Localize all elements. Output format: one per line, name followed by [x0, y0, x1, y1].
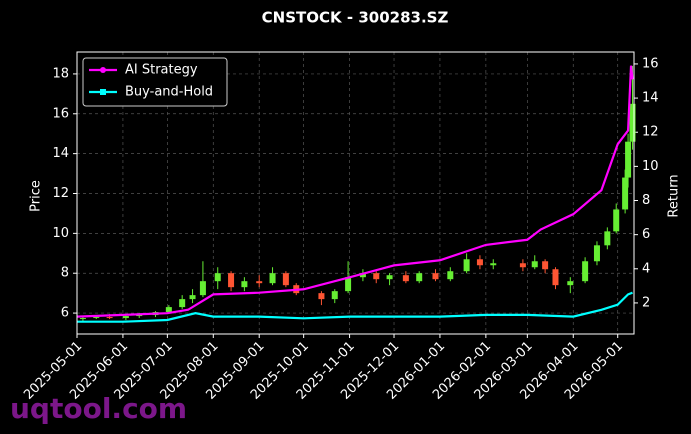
candle-body — [228, 273, 235, 288]
y2-tick-label: 12 — [642, 125, 659, 140]
candle-body — [256, 281, 263, 284]
series-line — [76, 65, 634, 318]
candle-body — [318, 293, 325, 300]
y2-tick-label: 6 — [642, 227, 650, 242]
legend-marker — [100, 89, 106, 95]
candle-body — [386, 275, 393, 280]
candle-body — [93, 317, 100, 319]
y2-tick-label: 16 — [642, 56, 659, 71]
candle-body — [199, 281, 206, 296]
candle-body — [402, 275, 409, 282]
candle-body — [463, 259, 470, 272]
candle-body — [106, 317, 113, 319]
candle-body — [593, 245, 600, 262]
series-line — [77, 291, 633, 323]
y-tick-label: 6 — [61, 306, 69, 321]
watermark: uqtool.com — [10, 392, 187, 425]
candle-body — [519, 263, 526, 268]
candle-body — [282, 273, 289, 286]
candle-body — [447, 271, 454, 280]
y2-axis-label: Return — [667, 174, 682, 217]
legend: AI Strategy Buy-and-Hold — [82, 57, 228, 107]
chart-title: CNSTOCK - 300283.SZ — [262, 9, 449, 27]
y-tick-label: 16 — [52, 106, 69, 121]
y2-tick-label: 4 — [642, 261, 650, 276]
candle-body — [476, 259, 483, 266]
candle-body — [359, 273, 366, 278]
candle-body — [331, 291, 338, 300]
candle-body — [622, 177, 629, 210]
candle-body — [165, 307, 172, 313]
candle-body — [567, 281, 574, 286]
y-tick-label: 18 — [52, 66, 69, 81]
candle-body — [582, 261, 589, 282]
candle-body — [542, 261, 549, 270]
y2-tick-label: 2 — [642, 295, 650, 310]
candle-body — [179, 299, 186, 308]
y2-tick-label: 10 — [642, 159, 659, 174]
legend-label: AI Strategy — [125, 63, 198, 78]
y-axis-label: Price — [29, 180, 44, 212]
candle-body — [604, 231, 611, 246]
legend-marker — [100, 67, 106, 73]
candle-body — [490, 263, 497, 266]
candle-body — [122, 316, 129, 319]
candle-body — [269, 273, 276, 284]
candle-body — [373, 273, 380, 280]
candle-body — [531, 261, 538, 268]
candle-body — [345, 277, 352, 292]
y2-tick-label: 8 — [642, 193, 650, 208]
y-tick-label: 14 — [52, 146, 69, 161]
candle-body — [629, 103, 636, 142]
candle-body — [241, 281, 248, 288]
y-tick-label: 8 — [61, 266, 69, 281]
candle-body — [613, 209, 620, 232]
candle-body — [189, 295, 196, 300]
y-tick-label: 12 — [52, 186, 69, 201]
y2-tick-label: 14 — [642, 91, 659, 106]
candle-body — [416, 273, 423, 282]
candle-body — [214, 273, 221, 282]
candle-body — [136, 315, 143, 317]
candle-body — [79, 318, 86, 320]
candle-body — [625, 141, 632, 178]
y-tick-label: 10 — [52, 226, 69, 241]
legend-box — [82, 57, 228, 107]
candle-body — [552, 269, 559, 286]
candle-body — [432, 273, 439, 280]
legend-label: Buy-and-Hold — [125, 85, 213, 100]
plot-frame — [76, 51, 635, 335]
